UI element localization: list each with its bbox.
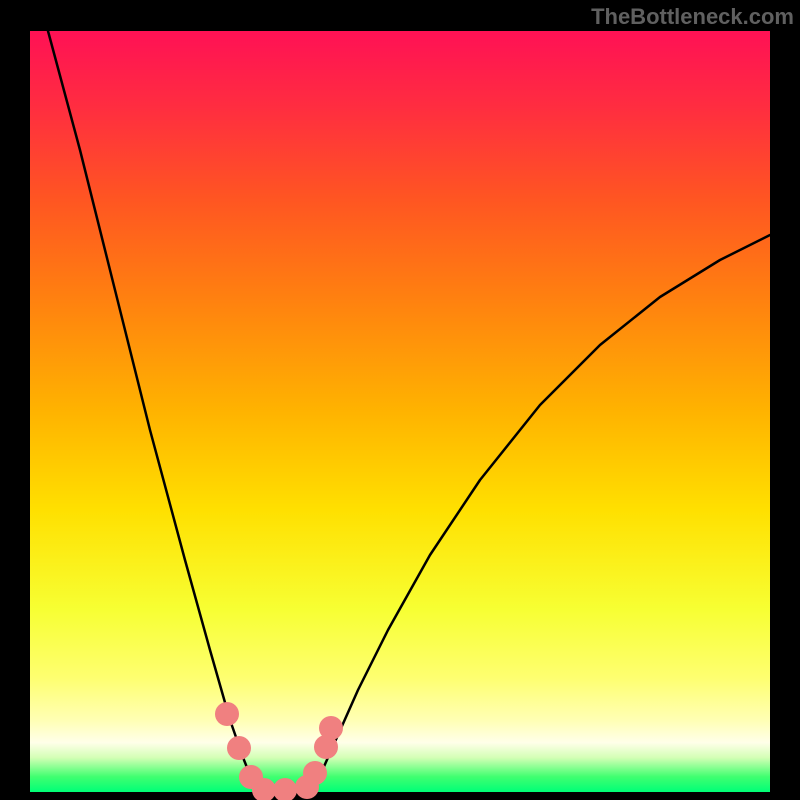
chart-svg <box>0 0 800 800</box>
valley-marker <box>303 761 327 785</box>
valley-marker <box>227 736 251 760</box>
gradient-background <box>30 31 770 792</box>
watermark-label: TheBottleneck.com <box>591 4 794 30</box>
valley-marker <box>319 716 343 740</box>
bottleneck-chart: TheBottleneck.com <box>0 0 800 800</box>
valley-marker <box>215 702 239 726</box>
